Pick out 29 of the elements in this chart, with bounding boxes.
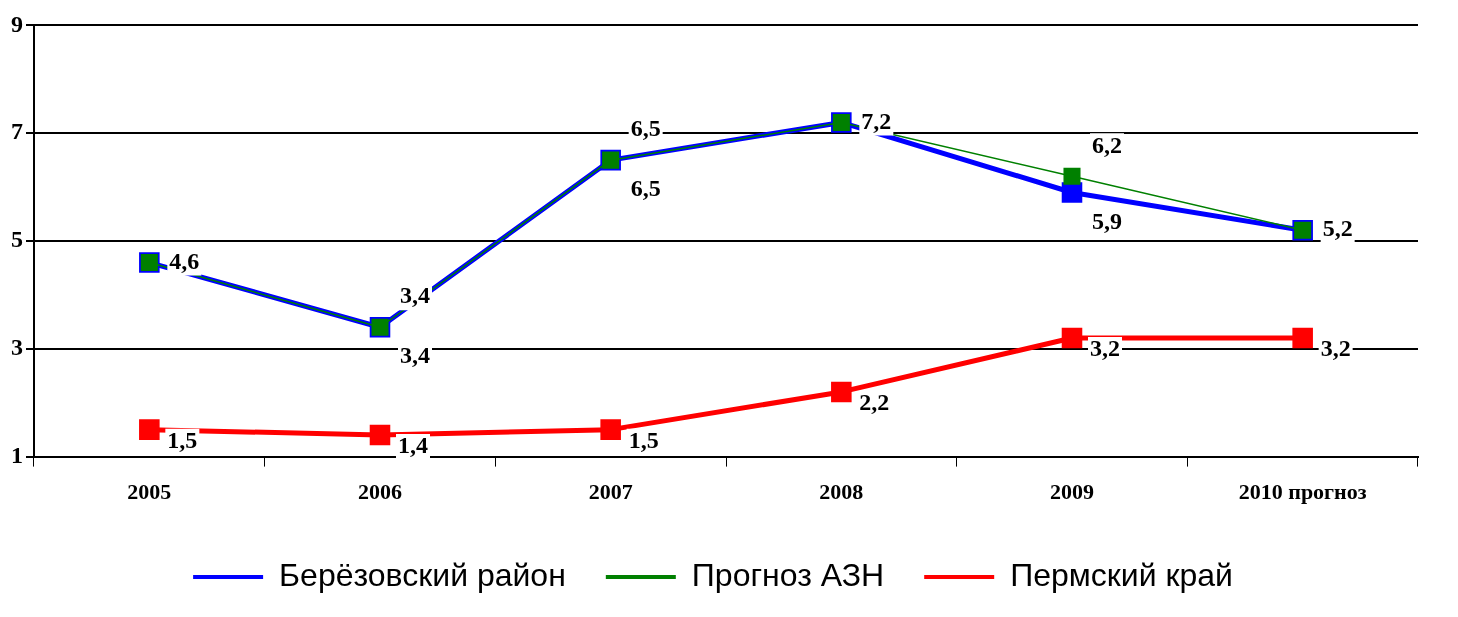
- y-tick-label: 1: [11, 441, 23, 468]
- data-label: 1,4: [398, 432, 428, 459]
- data-label: 3,2: [1320, 335, 1351, 362]
- data-label: 5,9: [1092, 207, 1122, 234]
- y-tick-label: 3: [11, 334, 23, 360]
- x-tick-label: 2007: [588, 479, 633, 505]
- y-tick-label: 9: [11, 10, 23, 37]
- data-label: 3,4: [400, 282, 430, 309]
- y-tick-label: 5: [11, 226, 23, 253]
- legend-label: Прогноз АЗН: [691, 556, 885, 593]
- x-tick-label: 2009: [1050, 479, 1094, 505]
- legend-label: Пермский край: [1010, 556, 1233, 593]
- data-label: 6,5: [630, 175, 661, 202]
- data-label: 1,5: [628, 426, 659, 453]
- data-label: 7,2: [861, 107, 892, 134]
- x-tick-label: 2006: [358, 479, 402, 505]
- x-tick-label: 2010 прогноз: [1238, 479, 1367, 505]
- data-label: 6,2: [1092, 131, 1122, 158]
- data-label: 6,5: [630, 115, 661, 142]
- data-label: 1,5: [167, 426, 198, 453]
- data-label: 4,6: [169, 247, 200, 274]
- legend-label: Берёзовский район: [279, 556, 566, 593]
- x-tick-label: 2008: [819, 479, 864, 505]
- data-label: 3,2: [1090, 335, 1120, 362]
- data-label: 5,2: [1322, 215, 1353, 242]
- x-tick-label: 2005: [127, 479, 172, 505]
- data-label: 2,2: [859, 389, 890, 416]
- y-tick-label: 7: [11, 118, 23, 145]
- data-label: 3,4: [400, 342, 430, 369]
